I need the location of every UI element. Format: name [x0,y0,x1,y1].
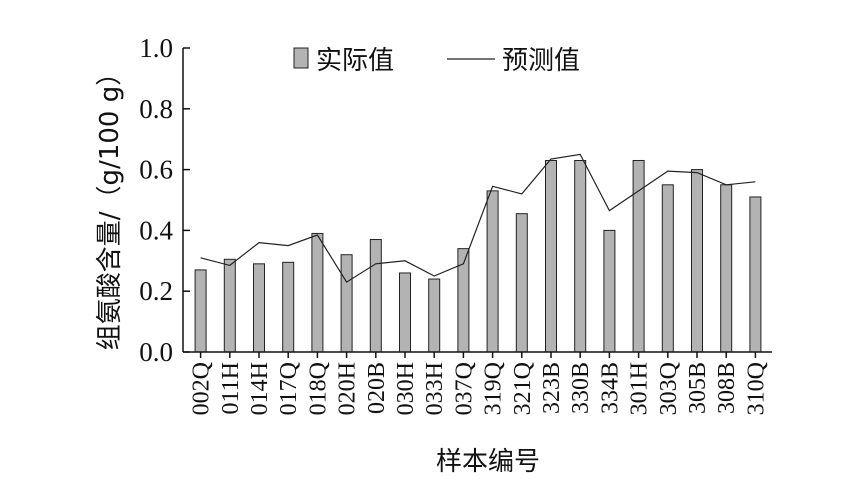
y-tick-label: 0.2 [139,276,173,306]
x-tick-label: 011H [218,362,244,414]
x-tick-label: 020B [364,362,390,414]
bar-330B [574,159,587,353]
x-tick-label: 301H [627,362,653,415]
x-tick-label: 334B [597,362,623,414]
bar-033H [428,278,441,353]
legend-label-predicted: 预测值 [502,46,580,76]
x-tick-label: 037Q [451,362,477,415]
y-tick-label: 0.6 [139,155,173,185]
bar-310Q [749,196,762,353]
bar-030H [399,272,411,353]
x-tick-label: 323B [539,362,565,414]
x-axis-title: 样本编号 [436,447,540,477]
bar-020B [369,239,382,353]
x-tick-label: 030H [393,362,419,415]
bar-018Q [311,232,324,353]
x-ticks: 002Q 011H 014H 017Q 018Q 020H 020B 030H 033H 037Q… [189,352,769,415]
x-tick-label: 308B [714,362,740,414]
x-tick-label: 002Q [189,362,215,415]
bar-321Q [515,213,528,353]
legend: 实际值 预测值 [293,46,580,76]
line-layer [200,153,756,283]
bar-301H [632,159,645,353]
x-tick-label: 018Q [305,362,331,415]
x-tick-label: 033H [422,362,448,415]
y-tick-label: 0.8 [139,94,173,124]
bar-303Q [661,184,674,353]
bar-020H [340,254,353,353]
bar-319Q [486,190,499,353]
bar-305B [691,169,703,353]
bar-011H [223,258,236,353]
x-tick-label: 319Q [481,362,507,415]
bar-002Q [194,269,207,353]
x-tick-label: 310Q [743,362,769,415]
bar-308B [720,184,733,353]
bar-323B [545,159,557,353]
x-tick-label: 321Q [510,362,536,415]
y-tick-label: 1.0 [139,33,173,63]
predicted-line [200,153,756,283]
bars-layer [194,159,762,353]
legend-label-actual: 实际值 [316,46,394,76]
x-tick-label: 303Q [656,362,682,415]
x-tick-label: 305B [685,362,711,414]
x-tick-label: 014H [247,362,273,415]
bar-014H [253,263,265,353]
x-tick-label: 330B [568,362,594,414]
legend-bar-swatch [293,47,309,69]
y-tick-label: 0.4 [139,215,173,245]
bar-334B [603,229,616,353]
y-axis-title: 组氨酸含量/（g/100 g） [95,60,125,350]
y-tick-label: 0.0 [139,337,173,367]
bar-017Q [282,261,295,353]
x-tick-label: 017Q [276,362,302,415]
y-ticks: 0.0 0.2 0.4 0.6 0.8 1.0 [139,33,190,367]
x-tick-label: 020H [335,362,361,415]
